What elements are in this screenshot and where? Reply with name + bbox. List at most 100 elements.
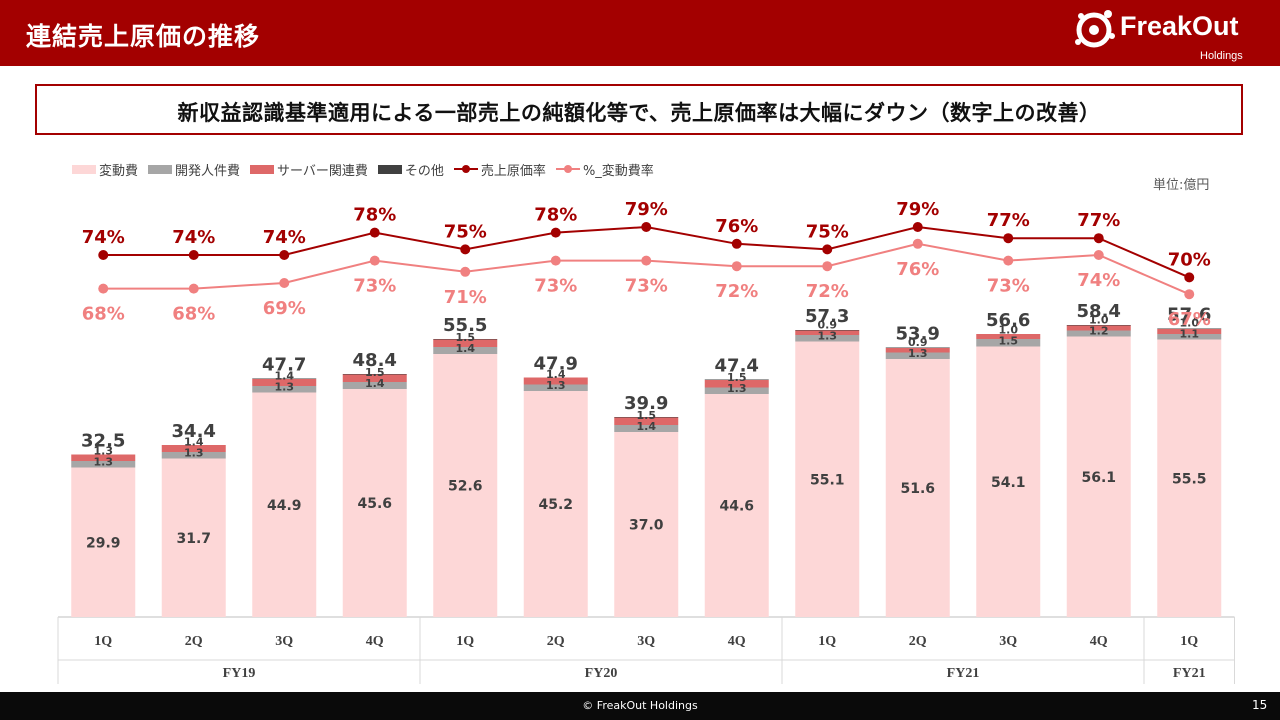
label-variable: 45.2 [538, 497, 573, 513]
label-cost_ratio: 77% [987, 210, 1030, 231]
bar-server [885, 348, 950, 353]
legend-label-cost-ratio: 売上原価率 [480, 163, 546, 179]
point-cost_ratio [822, 244, 833, 255]
point-cost_ratio [279, 250, 290, 260]
label-server: 1.5 [637, 409, 657, 422]
label-total: 47.7 [262, 355, 306, 376]
copyright-text: © FreakOut Holdings [582, 699, 698, 712]
legend-label-other: その他 [404, 163, 444, 179]
bar-other [704, 379, 769, 380]
legend-label-variable-ratio: %_変動費率 [582, 163, 654, 179]
label-cost_ratio: 79% [896, 199, 939, 220]
label-server: 1.5 [727, 371, 747, 384]
label-variable: 31.7 [176, 531, 211, 547]
legend-swatch-server [250, 164, 275, 174]
label-variable_ratio: 67% [1168, 309, 1211, 330]
legend-swatch-variable [72, 164, 96, 174]
bar-other [795, 330, 860, 331]
legend-item-server: サーバー関連費 [250, 160, 368, 179]
cost-chart: 29.91.31.332.531.71.31.434.444.91.31.447… [57, 199, 1235, 684]
point-cost_ratio [1003, 233, 1014, 244]
point-variable_ratio [369, 255, 380, 266]
logo-text: FreakOut [1120, 11, 1239, 41]
x-tick-label: 2Q [185, 634, 203, 649]
label-total: 47.4 [715, 356, 759, 377]
bar-dev_personnel [976, 339, 1041, 347]
label-variable_ratio: 68% [172, 304, 215, 325]
label-variable: 51.6 [900, 481, 935, 497]
bar-other [885, 347, 950, 348]
point-cost_ratio [641, 222, 652, 232]
label-dev-personnel: 1.3 [94, 456, 114, 469]
label-variable: 37.0 [629, 518, 664, 534]
legend-item-cost-ratio: 売上原価率 [453, 160, 546, 179]
bar-variable [795, 341, 860, 617]
legend-item-variable: 変動費 [72, 160, 138, 179]
label-variable: 45.6 [357, 496, 392, 512]
point-cost_ratio [1184, 272, 1195, 283]
label-dev-personnel: 1.3 [727, 382, 747, 395]
x-tick-label: 2Q [547, 634, 565, 649]
label-cost_ratio: 74% [82, 227, 125, 248]
legend-swatch-cost-ratio [453, 163, 478, 175]
point-cost_ratio [188, 250, 199, 260]
bar-other [1157, 328, 1222, 329]
label-server: 0.9 [908, 336, 928, 349]
legend-label-variable: 変動費 [99, 163, 139, 179]
label-server: 1.0 [999, 324, 1019, 337]
bar-server [795, 330, 860, 335]
label-cost_ratio: 79% [625, 199, 668, 220]
label-total: 47.9 [534, 354, 578, 375]
label-variable_ratio: 73% [534, 276, 577, 297]
label-variable: 55.5 [1172, 471, 1207, 487]
x-tick-label: 1Q [1180, 634, 1198, 649]
label-variable: 44.6 [719, 499, 754, 515]
label-variable_ratio: 72% [806, 281, 849, 302]
headline-box: 新収益認識基準適用による一部売上の純額化等で、売上原価率は大幅にダウン（数字上の… [35, 84, 1243, 135]
group-label: FY21 [1173, 666, 1206, 681]
bar-variable [885, 359, 950, 617]
x-tick-label: 3Q [275, 634, 293, 649]
headline-text: 新収益認識基準適用による一部売上の純額化等で、売上原価率は大幅にダウン（数字上の… [177, 101, 1101, 125]
point-cost_ratio [550, 227, 561, 238]
legend-swatch-other [377, 164, 402, 174]
label-cost_ratio: 74% [172, 227, 215, 248]
bar-dev_personnel [161, 452, 226, 459]
label-variable_ratio: 76% [896, 259, 939, 280]
bar-dev_personnel [342, 382, 407, 389]
point-variable_ratio [1093, 250, 1104, 260]
group-label: FY21 [947, 666, 980, 681]
legend-item-dev-personnel: 開発人件費 [148, 160, 240, 179]
bar-server [342, 374, 407, 382]
bar-server [976, 334, 1041, 339]
label-variable: 44.9 [267, 498, 302, 514]
label-cost_ratio: 75% [806, 221, 849, 242]
bar-variable [704, 394, 769, 617]
point-cost_ratio [731, 238, 742, 249]
x-tick-label: 3Q [637, 634, 655, 649]
label-dev-personnel: 1.4 [637, 420, 657, 433]
label-dev-personnel: 1.4 [456, 342, 476, 355]
label-variable: 55.1 [810, 472, 845, 488]
x-tick-label: 3Q [999, 634, 1017, 649]
legend-item-other: その他 [377, 160, 444, 179]
bar-variable [433, 354, 498, 617]
label-total: 32.5 [81, 431, 125, 452]
label-dev-personnel: 1.2 [1089, 325, 1109, 338]
label-variable: 29.9 [86, 535, 121, 551]
page-title: 連結売上原価の推移 [26, 22, 261, 51]
label-dev-personnel: 1.3 [546, 379, 566, 392]
bar-variable [976, 346, 1041, 617]
bar-dev_personnel [795, 335, 860, 342]
label-dev-personnel: 1.3 [908, 347, 928, 360]
legend-label-dev-personnel: 開発人件費 [175, 163, 241, 179]
label-cost_ratio: 70% [1168, 249, 1211, 270]
bar-dev_personnel [614, 425, 679, 432]
label-variable_ratio: 73% [987, 276, 1030, 297]
point-variable_ratio [822, 261, 833, 272]
label-total: 48.4 [353, 350, 397, 371]
point-variable_ratio [98, 283, 109, 294]
bar-dev_personnel [252, 386, 317, 393]
label-server: 1.4 [275, 370, 295, 383]
unit-label: 単位:億円 [1153, 178, 1210, 193]
